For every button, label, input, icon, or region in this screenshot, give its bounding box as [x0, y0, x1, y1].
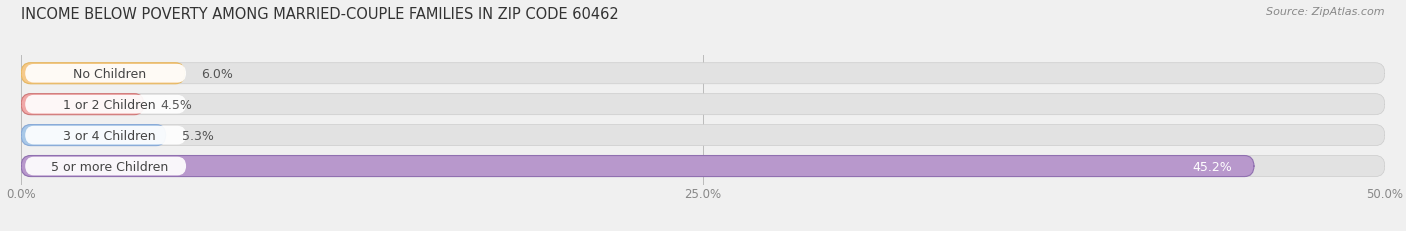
FancyBboxPatch shape: [21, 64, 1385, 84]
Text: 1 or 2 Children: 1 or 2 Children: [63, 98, 156, 111]
Text: 45.2%: 45.2%: [1192, 160, 1232, 173]
FancyBboxPatch shape: [21, 156, 1385, 177]
FancyBboxPatch shape: [25, 157, 186, 176]
Text: 5 or more Children: 5 or more Children: [51, 160, 169, 173]
Text: INCOME BELOW POVERTY AMONG MARRIED-COUPLE FAMILIES IN ZIP CODE 60462: INCOME BELOW POVERTY AMONG MARRIED-COUPL…: [21, 7, 619, 22]
Text: 6.0%: 6.0%: [201, 67, 233, 80]
Text: 3 or 4 Children: 3 or 4 Children: [63, 129, 156, 142]
FancyBboxPatch shape: [21, 156, 1254, 177]
FancyBboxPatch shape: [21, 94, 143, 115]
Text: No Children: No Children: [73, 67, 146, 80]
FancyBboxPatch shape: [25, 65, 186, 83]
FancyBboxPatch shape: [21, 125, 166, 146]
FancyBboxPatch shape: [21, 64, 184, 84]
FancyBboxPatch shape: [25, 95, 186, 114]
FancyBboxPatch shape: [21, 125, 1385, 146]
Text: Source: ZipAtlas.com: Source: ZipAtlas.com: [1267, 7, 1385, 17]
Text: 5.3%: 5.3%: [181, 129, 214, 142]
Text: 4.5%: 4.5%: [160, 98, 193, 111]
FancyBboxPatch shape: [21, 94, 1385, 115]
FancyBboxPatch shape: [25, 126, 186, 145]
